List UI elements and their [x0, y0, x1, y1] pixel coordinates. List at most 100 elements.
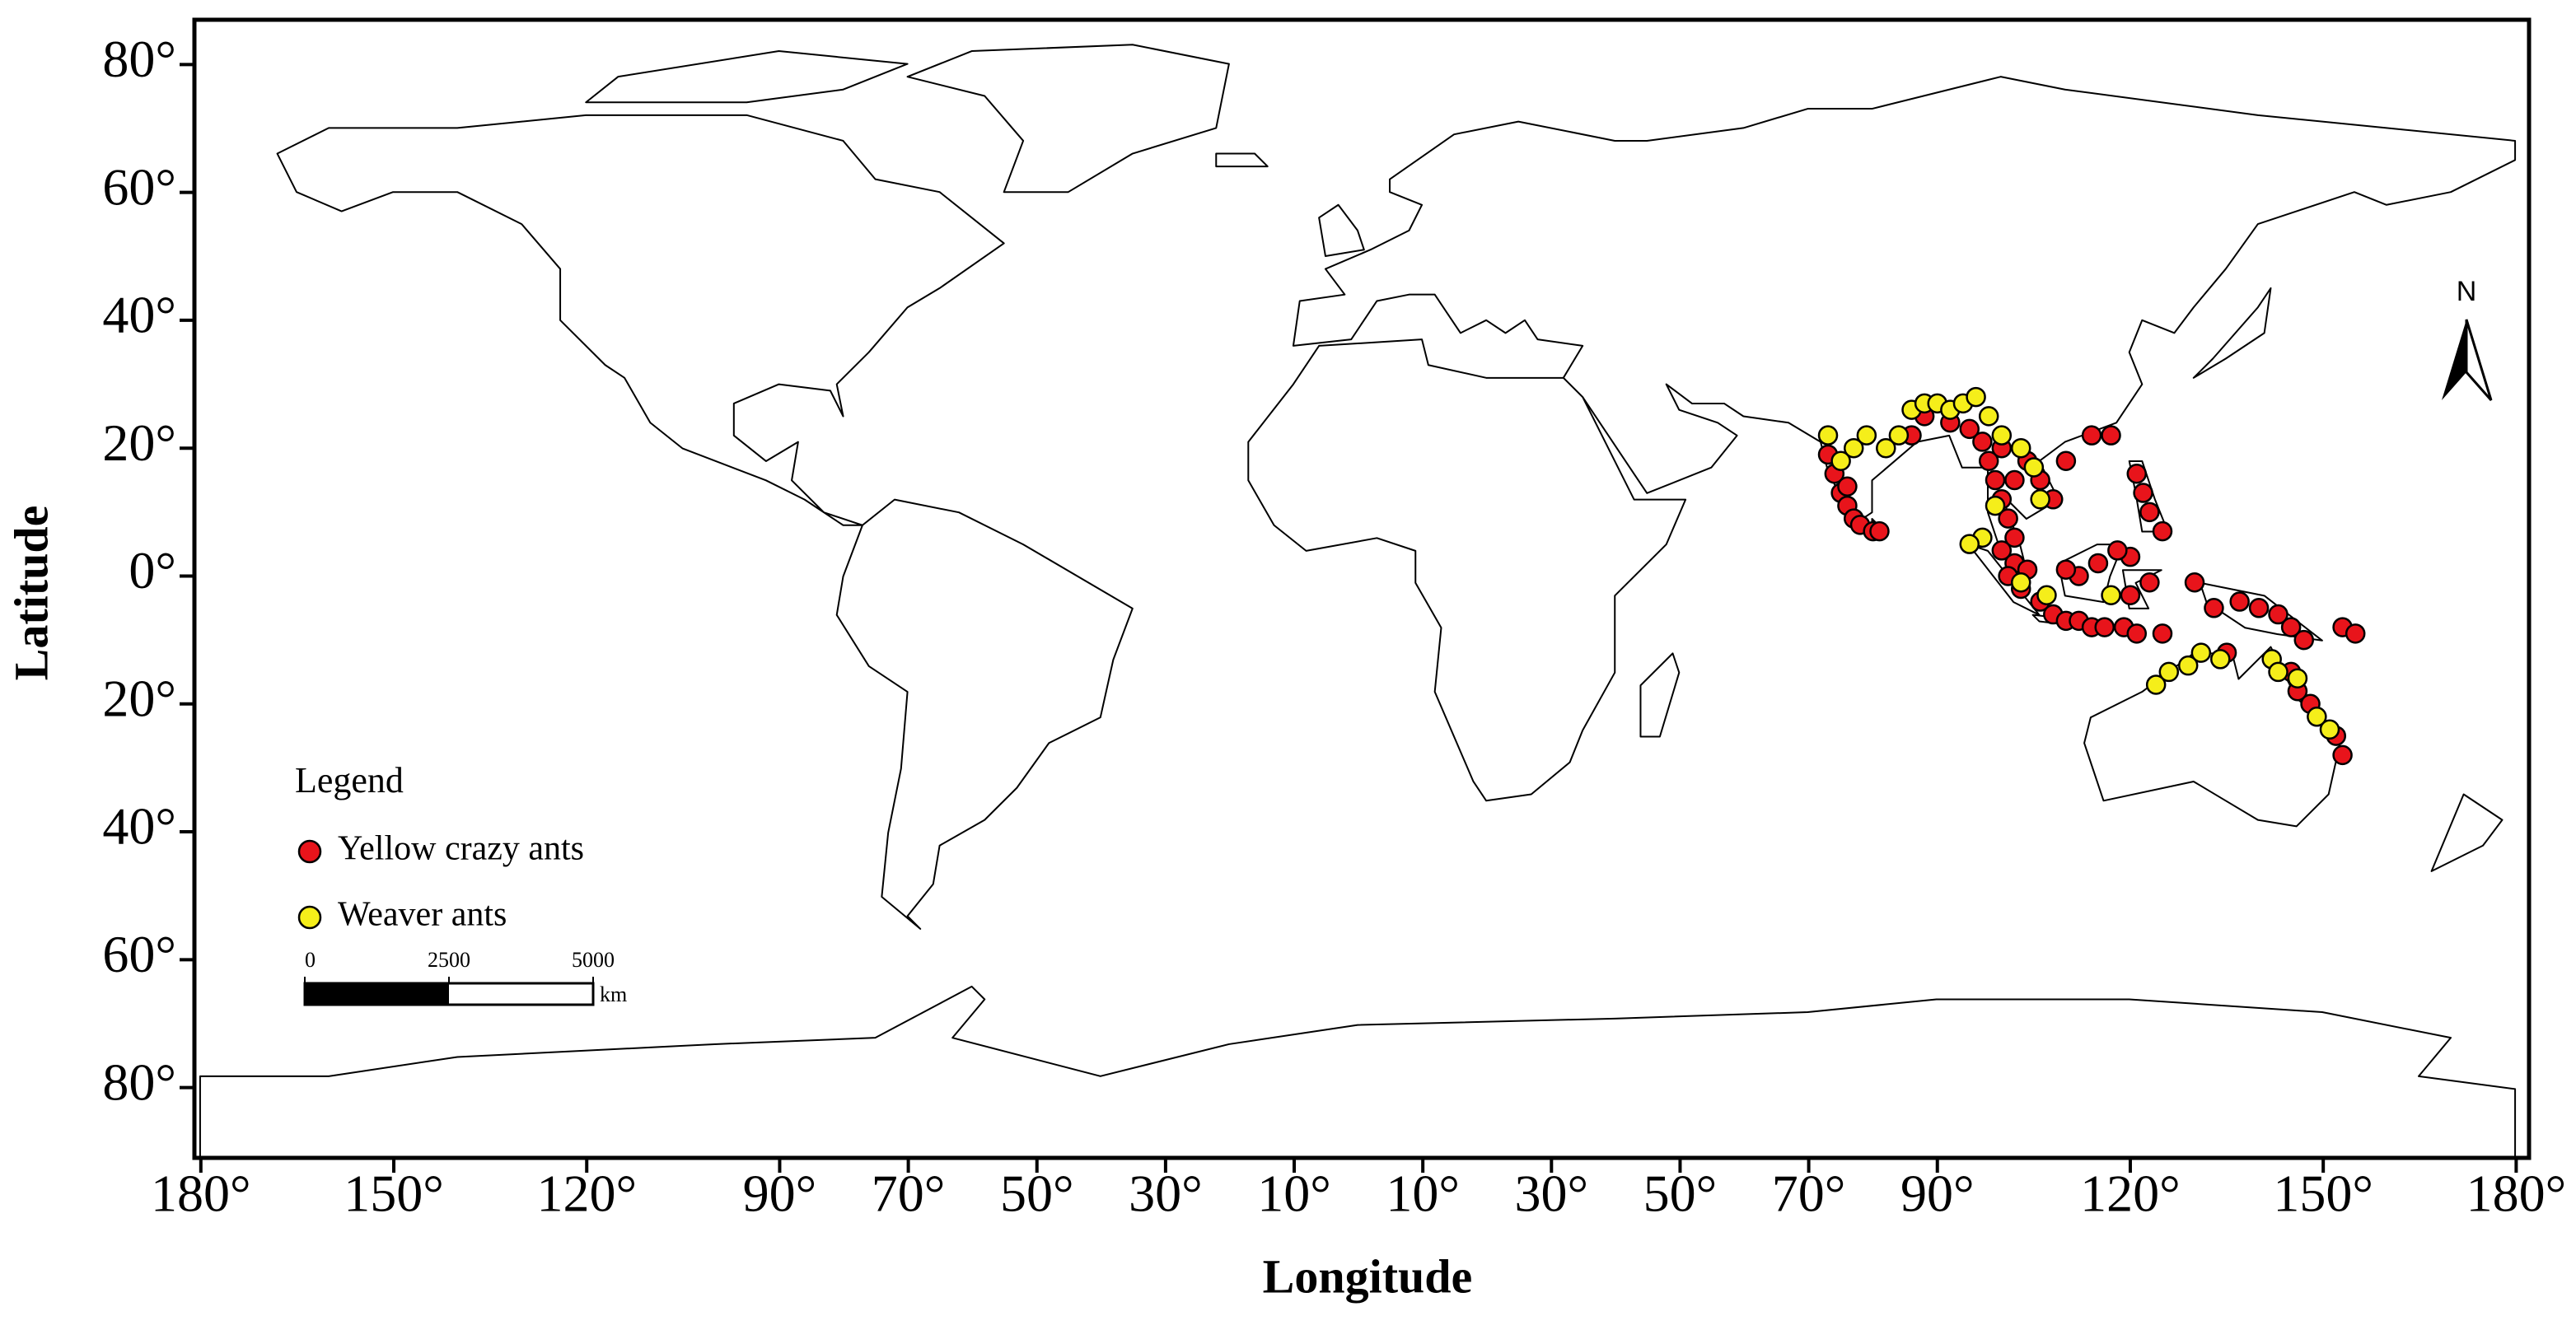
y-tick-label: 40°: [102, 286, 176, 344]
occurrence-point: [2319, 719, 2340, 740]
legend-label: Yellow crazy ants: [338, 830, 584, 868]
greenland: [908, 44, 1229, 192]
occurrence-point: [1843, 437, 1864, 459]
madagascar: [1640, 653, 1679, 736]
x-tick-label: 70°: [872, 1164, 946, 1223]
occurrence-point: [2345, 623, 2366, 644]
occurrence-point: [2107, 540, 2128, 561]
occurrence-point: [2081, 425, 2102, 446]
antarctica: [200, 987, 2515, 1158]
occurrence-point: [1817, 425, 1839, 446]
scale-bar: 0 2500 5000 km: [303, 948, 627, 1006]
occurrence-point: [2332, 744, 2353, 766]
x-tick-label: 180°: [151, 1164, 251, 1223]
legend-box: [280, 749, 676, 1013]
legend-marker: [297, 839, 322, 864]
occurrence-point: [1830, 450, 1851, 471]
x-tick-label: 10°: [1257, 1164, 1331, 1223]
occurrence-point: [1985, 469, 2006, 491]
occurrence-point: [1856, 425, 1877, 446]
scale-bar-label: 2500: [428, 948, 470, 972]
x-tick-label: 10°: [1386, 1164, 1460, 1223]
x-tick-label: 90°: [743, 1164, 817, 1223]
occurrence-point: [2204, 598, 2224, 618]
occurrence-point: [1869, 520, 1890, 542]
basemap: [200, 44, 2515, 1158]
occurrence-point: [1959, 418, 1980, 440]
legend-title: Legend: [295, 760, 404, 800]
occurrence-point: [2229, 591, 2250, 612]
occurrence-point: [2126, 623, 2148, 644]
occurrence-point: [2055, 450, 2077, 471]
iceland: [1216, 154, 1267, 167]
new-zealand: [2432, 795, 2503, 871]
occurrence-point: [1991, 540, 2013, 561]
scale-bar-segment: [305, 983, 449, 1005]
map-frame: [192, 17, 2532, 1160]
y-tick-label: 40°: [102, 797, 176, 856]
occurrence-point: [2152, 520, 2173, 542]
occurrence-point: [1978, 406, 1999, 427]
britain: [1319, 205, 1364, 256]
legend-marker: [297, 905, 322, 930]
occurrence-point: [2101, 425, 2121, 446]
occurrence-point: [2248, 598, 2270, 618]
occurrence-point: [2023, 457, 2045, 478]
occurrence-point: [2268, 661, 2288, 683]
x-tick-label: 150°: [344, 1164, 444, 1223]
africa: [1248, 339, 1685, 800]
y-tick-label: 0°: [129, 541, 176, 600]
occurrence-point: [1972, 432, 1993, 452]
occurrence-point: [2010, 572, 2031, 593]
occurrence-point: [2030, 489, 2050, 510]
occurrence-point: [2087, 553, 2109, 574]
occurrence-point: [2055, 559, 2077, 580]
scale-bar-label: 0: [305, 948, 316, 972]
y-tick-label: 80°: [102, 30, 176, 88]
y-axis-title: Latitude: [4, 506, 58, 681]
y-tick-label: 20°: [102, 413, 176, 472]
occurrence-point: [1888, 425, 1910, 446]
scale-bar-unit: km: [600, 982, 627, 1006]
occurrence-point: [1978, 450, 1999, 471]
occurrence-point: [2145, 674, 2167, 695]
occurrence-point: [2139, 572, 2160, 593]
occurrence-point: [2094, 617, 2115, 637]
occurrence-point: [2190, 642, 2212, 663]
x-axis-title: Longitude: [1263, 1249, 1473, 1303]
occurrence-point: [2210, 649, 2231, 670]
occurrence-point: [2177, 655, 2199, 676]
north-label: N: [2457, 276, 2477, 307]
y-tick-label: 20°: [102, 669, 176, 727]
x-tick-label: 30°: [1129, 1164, 1203, 1223]
north-arrow-right: [2465, 319, 2493, 401]
x-tick-label: 50°: [1643, 1164, 1718, 1223]
legend: Yellow crazy ants Weaver ants: [297, 830, 584, 934]
x-tick-label: 120°: [536, 1164, 637, 1223]
occurrence-point: [2004, 469, 2025, 491]
occurrence-point: [2307, 707, 2327, 727]
occurrence-point: [1985, 495, 2006, 516]
x-tick-label: 150°: [2273, 1164, 2373, 1223]
occurrence-point: [2268, 604, 2288, 625]
y-tick-label: 60°: [102, 925, 176, 983]
north-arrow-left: [2442, 320, 2466, 400]
x-tick-label: 50°: [1000, 1164, 1074, 1223]
x-tick-label: 120°: [2080, 1164, 2181, 1223]
occurrence-point: [2184, 572, 2205, 593]
occurrence-point: [1959, 534, 1980, 554]
x-tick-label: 90°: [1900, 1164, 1975, 1223]
north-america: [278, 115, 1004, 525]
scale-bar-label: 5000: [572, 948, 615, 972]
x-tick-label: 180°: [2466, 1164, 2567, 1223]
japan: [2194, 288, 2271, 378]
occurrence-point: [1998, 508, 2018, 529]
occurrence-point: [2293, 629, 2314, 651]
occurrence-point: [2036, 585, 2057, 606]
occurrence-point: [1966, 386, 1986, 408]
occurrence-point: [2004, 527, 2025, 548]
arctic-islands: [586, 51, 907, 102]
occurrence-point: [2120, 585, 2141, 606]
occurrence-point: [1991, 425, 2013, 446]
